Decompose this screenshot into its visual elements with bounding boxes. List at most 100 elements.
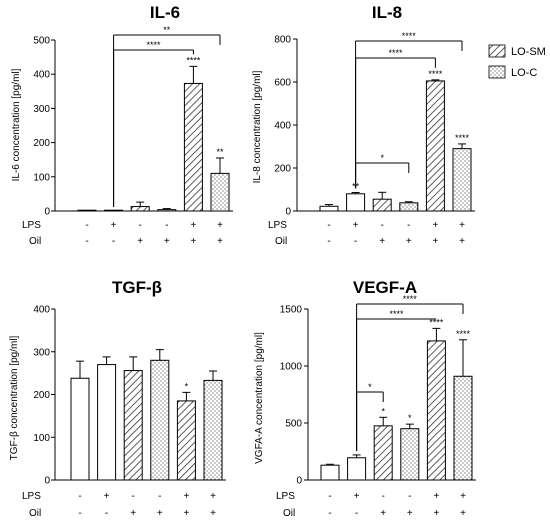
y-tick-label: 1000 [280, 362, 303, 373]
panel-il6: IL-6 IL-6 concentration [pg/ml] 0 100 200 3… [11, 3, 233, 247]
oil-marker: + [432, 236, 438, 247]
bar [453, 375, 473, 481]
lps-marker: - [407, 220, 410, 231]
y-tick-label: 500 [285, 419, 302, 430]
panel-il8: IL-8 IL-8 concentration [pg/ml] 0 200 400 6… [252, 3, 475, 247]
lps-marker: + [104, 491, 110, 502]
significance-label: **** [455, 133, 470, 143]
bar [372, 198, 392, 212]
chart-title: IL-8 [372, 3, 402, 22]
bar [130, 206, 150, 212]
chart-title: IL-6 [150, 3, 180, 22]
lps-marker: + [433, 491, 439, 502]
bar [373, 425, 393, 481]
oil-row-label: Oil [29, 508, 41, 519]
lps-marker: - [139, 220, 142, 231]
oil-marker: + [217, 236, 223, 247]
lps-marker: + [217, 220, 223, 231]
oil-marker: - [112, 236, 115, 247]
significance-label: **** [456, 329, 471, 339]
oil-marker: - [78, 508, 81, 519]
bar [346, 193, 366, 212]
significance-label: * [408, 413, 412, 423]
lps-row-label: LPS [22, 220, 41, 231]
chart-title: TGF-β [112, 278, 162, 297]
y-tick-label: 600 [274, 78, 291, 89]
plot-area: 0200400600800--**+--+-+****++****++*****… [274, 31, 475, 247]
y-tick-label: 300 [33, 347, 50, 358]
oil-marker: + [406, 236, 412, 247]
y-tick-label: 200 [33, 138, 50, 149]
y-tick-label: 0 [44, 476, 50, 487]
lps-marker: + [210, 491, 216, 502]
lps-marker: - [382, 491, 385, 502]
oil-marker: - [355, 508, 358, 519]
chart-title: VEGF-A [353, 278, 417, 297]
bar [150, 359, 170, 481]
plot-area: 050010001500--+-*-+*-+****++****++******… [280, 294, 476, 519]
legend: LO-SM LO-C [488, 44, 546, 79]
oil-marker: - [85, 236, 88, 247]
significance-label: **** [429, 317, 444, 327]
lps-marker: - [408, 491, 411, 502]
bar [425, 80, 445, 212]
oil-marker: + [379, 236, 385, 247]
lps-marker: + [190, 220, 196, 231]
bracket-label: ** [163, 25, 171, 35]
bar [183, 82, 203, 212]
oil-marker: + [157, 508, 163, 519]
legend-label-dots: LO-C [511, 67, 537, 79]
bar [157, 209, 177, 212]
oil-marker: - [354, 236, 357, 247]
panel-vegfa: VEGF-A VGFA-A concentration [pg/ml] 0 500… [254, 278, 476, 519]
panel-tgfb: TGF-β TGF-β concentration [pg/ml] 0 100 20… [9, 278, 226, 519]
y-tick-label: 0 [285, 207, 291, 218]
bracket-label: **** [403, 294, 418, 304]
oil-marker: - [327, 236, 330, 247]
y-tick-label: 100 [33, 172, 50, 183]
lps-marker: - [327, 220, 330, 231]
y-tick-label: 200 [33, 390, 50, 401]
bracket-label: * [368, 382, 372, 392]
bar [70, 377, 90, 481]
lps-marker: + [460, 491, 466, 502]
oil-marker: + [183, 508, 189, 519]
lps-marker: + [183, 491, 189, 502]
y-tick-label: 100 [33, 433, 50, 444]
bar [210, 172, 230, 212]
y-axis-label: VGFA-A concentration [pg/ml] [254, 332, 265, 464]
oil-row-label: Oil [29, 236, 41, 247]
lps-marker: - [85, 220, 88, 231]
bracket-label: **** [388, 48, 403, 58]
y-axis-label: IL-8 concentration [pg/ml] [252, 70, 263, 183]
y-tick-label: 400 [33, 305, 50, 316]
oil-marker: + [380, 508, 386, 519]
oil-marker: + [460, 508, 466, 519]
oil-marker: - [105, 508, 108, 519]
y-tick-label: 0 [44, 207, 50, 218]
oil-marker: + [407, 508, 413, 519]
y-axis-label: IL-6 concentration [pg/ml] [11, 68, 22, 181]
bar [400, 428, 420, 481]
oil-marker: + [459, 236, 465, 247]
bar [97, 364, 117, 481]
lps-row-label: LPS [276, 491, 295, 502]
oil-marker: - [328, 508, 331, 519]
lps-marker: - [78, 491, 81, 502]
y-tick-label: 0 [296, 476, 302, 487]
legend-label-hatch: LO-SM [511, 46, 546, 58]
lps-marker: - [132, 491, 135, 502]
lps-row-label: LPS [268, 220, 287, 231]
lps-marker: + [432, 220, 438, 231]
oil-marker: + [130, 508, 136, 519]
legend-swatch-dots [488, 65, 506, 79]
bar [123, 370, 143, 481]
oil-row-label: Oil [275, 236, 287, 247]
bar [347, 457, 367, 481]
y-tick-label: 1500 [280, 305, 303, 316]
bar [77, 209, 97, 212]
significance-label: **** [186, 55, 201, 65]
oil-marker: + [210, 508, 216, 519]
y-tick-label: 400 [33, 70, 50, 81]
